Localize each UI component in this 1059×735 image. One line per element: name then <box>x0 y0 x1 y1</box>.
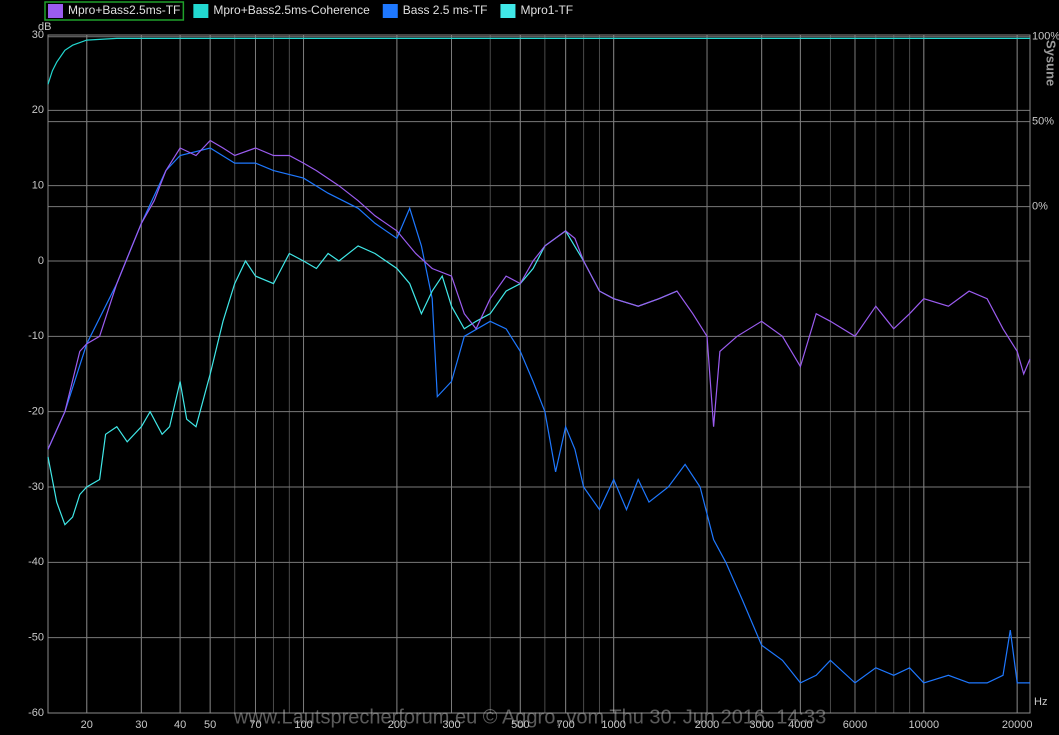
series-line <box>47 37 1030 85</box>
series-line <box>47 139 1031 450</box>
y-tick-label: -10 <box>28 330 44 342</box>
brand: Sysune <box>1044 40 1059 86</box>
x-tick-label: 30 <box>135 719 147 731</box>
y-tick-label: -40 <box>28 556 44 568</box>
legend-label: Mpro1-TF <box>520 3 573 17</box>
x-tick-label: 50 <box>204 719 216 731</box>
x-tick-label: 500 <box>511 719 529 731</box>
x-tick-label: 70 <box>249 719 261 731</box>
y2-tick-label: 50% <box>1032 116 1054 128</box>
watermark: www.Lautsprecherforum.eu © Aggro, vom Th… <box>233 706 827 728</box>
legend-swatch <box>48 4 63 18</box>
y2-tick-label: 100% <box>1032 31 1059 43</box>
plot-frame <box>47 34 1031 714</box>
legend-selection <box>44 1 185 21</box>
x-tick-label: 2000 <box>695 719 719 731</box>
legend: Mpro+Bass2.5ms-TF Mpro+Bass2.5ms-Coherenc… <box>44 1 573 21</box>
x-tick-label: 6000 <box>843 719 867 731</box>
series-line <box>47 230 678 526</box>
legend-swatch <box>193 4 209 18</box>
legend-label: Mpro+Bass2.5ms-TF <box>68 3 180 17</box>
y-tick-label: -60 <box>28 707 44 719</box>
x-tick-label: 20 <box>81 719 93 731</box>
legend-swatch <box>382 4 398 18</box>
legend-item: Mpro+Bass2.5ms-Coherence <box>193 3 370 18</box>
y-tick-label: 30 <box>32 29 44 41</box>
x-tick-label: 10000 <box>909 719 940 731</box>
y-tick-label: -30 <box>28 481 44 493</box>
x-tick-label: 1000 <box>601 719 625 731</box>
x-tick-label: 3000 <box>749 719 773 731</box>
x-tick-label: 4000 <box>788 719 812 731</box>
y-tick-label: 0 <box>38 255 44 267</box>
x-tick-label: 300 <box>442 719 460 731</box>
y-tick-label: 20 <box>32 104 44 116</box>
lines <box>47 37 1031 684</box>
y-axis-label: dB <box>38 21 51 33</box>
legend-item: Bass 2.5 ms-TF <box>382 3 488 18</box>
legend-swatch <box>500 4 516 18</box>
y-tick-label: -20 <box>28 406 44 418</box>
y2-tick-label: 0% <box>1032 201 1048 213</box>
legend-item: Mpro1-TF <box>500 3 573 18</box>
x-tick-label: 20000 <box>1002 719 1033 731</box>
x-tick-label: 100 <box>294 719 312 731</box>
x-tick-label: 700 <box>556 719 574 731</box>
x-axis-label: Hz <box>1034 696 1047 708</box>
y-tick-label: -50 <box>28 632 44 644</box>
x-tick-label: 200 <box>388 719 406 731</box>
x-tick-label: 40 <box>174 719 186 731</box>
y-tick-label: 10 <box>32 180 44 192</box>
legend-label: Mpro+Bass2.5ms-Coherence <box>213 3 370 17</box>
legend-item: Mpro+Bass2.5ms-TF <box>44 1 185 21</box>
series-line <box>47 147 1030 684</box>
legend-label: Bass 2.5 ms-TF <box>403 3 488 17</box>
